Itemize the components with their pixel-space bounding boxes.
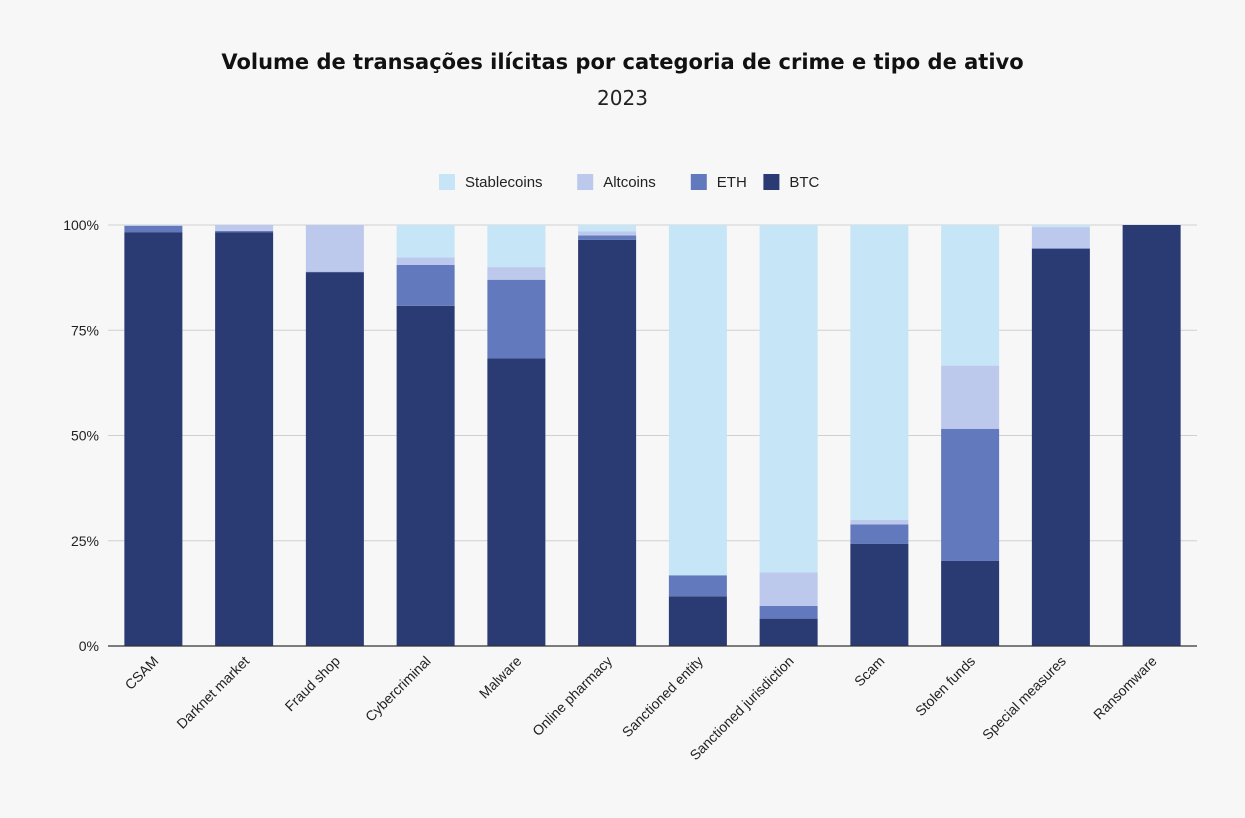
- y-tick-label: 75%: [71, 322, 99, 338]
- bar-segment-btc: [124, 232, 183, 647]
- bar-segment-eth: [759, 606, 818, 619]
- bar-segment-btc: [850, 543, 909, 646]
- bar-segment-btc: [215, 232, 274, 647]
- bar-segment-altcoins: [941, 365, 1000, 429]
- bar-segment-stablecoins: [759, 225, 818, 573]
- legend-item-stablecoins[interactable]: Stablecoins: [439, 174, 543, 191]
- bar-segment-stablecoins: [487, 225, 546, 268]
- x-tick-label: Malware: [476, 653, 525, 702]
- bar-segment-btc: [759, 618, 818, 646]
- bar-segment-eth: [1031, 248, 1090, 249]
- x-tick-label: Cybercriminal: [362, 653, 434, 725]
- bar-segment-stablecoins: [850, 225, 909, 520]
- bar-segment-btc: [305, 272, 364, 646]
- bar-segment-btc: [487, 358, 546, 646]
- bar-segment-eth: [941, 428, 1000, 561]
- bar-segment-btc: [578, 239, 637, 647]
- bar-segment-btc: [396, 305, 455, 646]
- x-tick-label: Sanctioned entity: [619, 653, 706, 740]
- bar-segment-stablecoins: [578, 225, 637, 232]
- bar-segment-altcoins: [305, 225, 364, 272]
- bar-segment-altcoins: [124, 225, 183, 226]
- bar-segment-eth: [578, 235, 637, 240]
- x-tick-label: Ransomware: [1090, 653, 1160, 723]
- bar-segment-eth: [215, 230, 274, 233]
- chart-subtitle: 2023: [597, 86, 648, 110]
- y-tick-label: 0%: [79, 638, 99, 654]
- legend-swatch: [577, 174, 594, 190]
- bar-segment-altcoins: [215, 225, 274, 231]
- bar-segment-eth: [850, 524, 909, 544]
- legend-swatch: [763, 174, 780, 190]
- x-tick-label: Fraud shop: [282, 653, 344, 715]
- legend-item-altcoins[interactable]: Altcoins: [577, 174, 656, 191]
- x-tick-label: Scam: [851, 653, 888, 690]
- legend-swatch: [690, 174, 707, 190]
- legend-item-eth[interactable]: ETH: [690, 174, 747, 191]
- y-tick-label: 100%: [63, 217, 99, 233]
- x-tick-label: Darknet market: [173, 653, 252, 732]
- bar-segment-stablecoins: [941, 225, 1000, 366]
- bar-segment-altcoins: [759, 572, 818, 607]
- bar-segment-altcoins: [1031, 227, 1090, 249]
- x-tick-label: Online pharmacy: [529, 653, 615, 739]
- bar-segment-stablecoins: [1031, 225, 1090, 228]
- bar-segment-eth: [396, 264, 455, 306]
- bar-segment-eth: [668, 575, 727, 597]
- chart-title: Volume de transações ilícitas por catego…: [221, 50, 1024, 74]
- bar-segment-btc: [1031, 248, 1090, 646]
- bar-segment-stablecoins: [396, 225, 455, 258]
- legend-label: Altcoins: [603, 174, 656, 191]
- bar-segment-altcoins: [396, 257, 455, 265]
- bar-segment-altcoins: [487, 267, 546, 280]
- y-tick-label: 25%: [71, 533, 99, 549]
- legend-item-btc[interactable]: BTC: [763, 174, 820, 191]
- bar-segment-btc: [668, 596, 727, 646]
- bar-segment-altcoins: [578, 231, 637, 236]
- x-tick-label: CSAM: [122, 653, 162, 693]
- x-tick-label: Special measures: [979, 653, 1069, 743]
- bar-segment-btc: [941, 560, 1000, 646]
- bar-segment-eth: [124, 225, 183, 233]
- x-tick-label: Stolen funds: [912, 653, 978, 719]
- legend-swatch: [439, 174, 455, 190]
- bar-segment-stablecoins: [668, 225, 727, 576]
- bar-segment-btc: [1122, 225, 1181, 646]
- legend-label: ETH: [717, 174, 747, 191]
- bar-segment-altcoins: [850, 519, 909, 525]
- x-tick-label: Sanctioned jurisdiction: [686, 653, 796, 763]
- legend-label: Stablecoins: [465, 174, 543, 191]
- bar-segment-eth: [487, 279, 546, 359]
- y-tick-label: 50%: [71, 428, 99, 444]
- legend-label: BTC: [789, 174, 819, 191]
